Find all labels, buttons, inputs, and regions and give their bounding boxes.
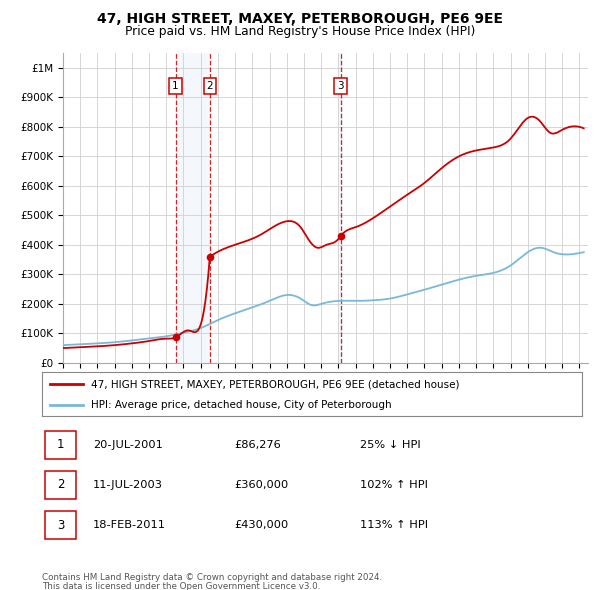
Text: 11-JUL-2003: 11-JUL-2003: [93, 480, 163, 490]
Text: 47, HIGH STREET, MAXEY, PETERBOROUGH, PE6 9EE: 47, HIGH STREET, MAXEY, PETERBOROUGH, PE…: [97, 12, 503, 26]
Text: 25% ↓ HPI: 25% ↓ HPI: [360, 440, 421, 450]
Text: HPI: Average price, detached house, City of Peterborough: HPI: Average price, detached house, City…: [91, 400, 391, 410]
Text: 3: 3: [337, 81, 344, 91]
Text: 2: 2: [57, 478, 64, 491]
Text: £360,000: £360,000: [234, 480, 288, 490]
Text: Contains HM Land Registry data © Crown copyright and database right 2024.: Contains HM Land Registry data © Crown c…: [42, 573, 382, 582]
Text: 102% ↑ HPI: 102% ↑ HPI: [360, 480, 428, 490]
Text: £86,276: £86,276: [234, 440, 281, 450]
Text: 47, HIGH STREET, MAXEY, PETERBOROUGH, PE6 9EE (detached house): 47, HIGH STREET, MAXEY, PETERBOROUGH, PE…: [91, 379, 459, 389]
Text: This data is licensed under the Open Government Licence v3.0.: This data is licensed under the Open Gov…: [42, 582, 320, 590]
Text: Price paid vs. HM Land Registry's House Price Index (HPI): Price paid vs. HM Land Registry's House …: [125, 25, 475, 38]
Text: 1: 1: [57, 438, 64, 451]
Bar: [338, 53, 343, 363]
Text: 20-JUL-2001: 20-JUL-2001: [93, 440, 163, 450]
Text: 113% ↑ HPI: 113% ↑ HPI: [360, 520, 428, 530]
Text: 18-FEB-2011: 18-FEB-2011: [93, 520, 166, 530]
Text: 3: 3: [57, 519, 64, 532]
Text: £430,000: £430,000: [234, 520, 288, 530]
Text: 1: 1: [172, 81, 179, 91]
Text: 2: 2: [206, 81, 213, 91]
Bar: [176, 53, 210, 363]
